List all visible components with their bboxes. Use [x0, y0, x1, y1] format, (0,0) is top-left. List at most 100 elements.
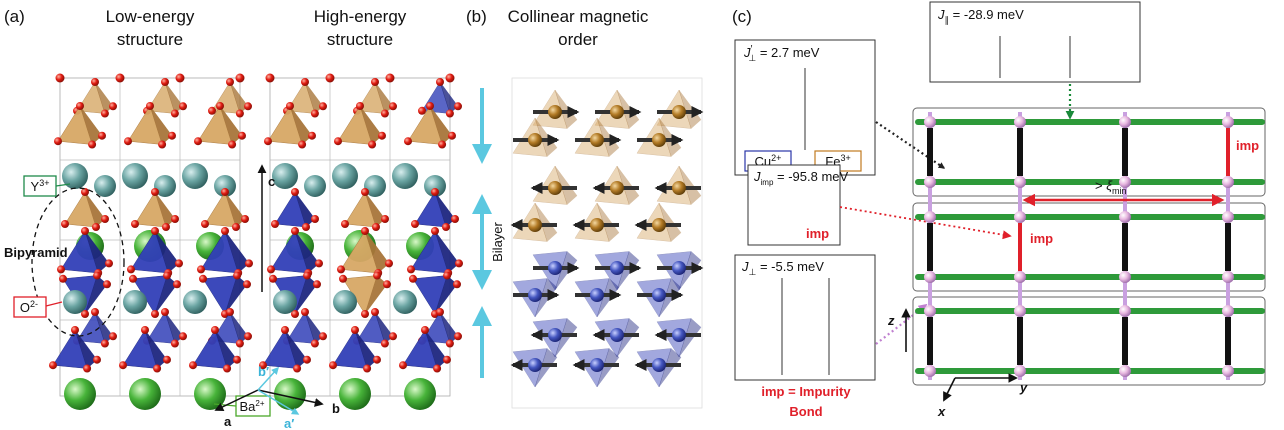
atom [100, 109, 109, 118]
polyhedron-face [134, 191, 167, 228]
atom [590, 218, 604, 232]
atom [310, 339, 319, 348]
ion-base: Ba [239, 399, 256, 414]
atom [610, 105, 624, 119]
panel-label: (c) [732, 7, 752, 26]
atom [221, 227, 229, 235]
atom [380, 339, 389, 348]
atom [64, 378, 96, 410]
subscript: ∥ [945, 15, 950, 25]
atom [448, 131, 456, 140]
atom [319, 332, 327, 341]
bilayer-label: Bilayer [490, 221, 505, 261]
polyhedron-face [414, 191, 447, 228]
x-axis [943, 377, 956, 402]
atom [94, 175, 116, 197]
atom [1119, 116, 1131, 128]
atom [179, 102, 187, 111]
atom [445, 339, 454, 348]
atom [194, 137, 202, 146]
xi-prefix: > [1095, 178, 1106, 193]
atom [610, 328, 624, 342]
ion-label: Ba2+ [239, 399, 264, 414]
atom [298, 140, 307, 149]
atom [291, 227, 299, 235]
atom [163, 271, 172, 280]
atom [1014, 116, 1026, 128]
polyhedron-face [332, 329, 368, 369]
atom [233, 355, 241, 364]
polyhedron-face [192, 329, 228, 369]
prime: ′ [751, 44, 753, 55]
atom [311, 215, 319, 223]
atom [208, 106, 216, 115]
atom [109, 102, 117, 111]
atom [672, 105, 686, 119]
atom [409, 274, 417, 283]
atom [273, 290, 297, 314]
atom [313, 280, 321, 289]
atom [445, 109, 454, 118]
bipyramid-outline [31, 187, 125, 337]
atom [265, 73, 275, 83]
atom [194, 378, 226, 410]
atom [371, 308, 379, 316]
polyhedron-face [204, 191, 237, 228]
polyhedron-face [286, 311, 316, 344]
atom [436, 78, 444, 86]
atom [92, 223, 100, 231]
axis-label: a [224, 414, 232, 429]
polyhedron-face [200, 230, 239, 274]
symbol: J [753, 169, 761, 184]
atom [226, 78, 234, 86]
polyhedron-face [127, 105, 163, 145]
atom [433, 364, 442, 373]
atom [407, 265, 415, 274]
atom [590, 133, 604, 147]
atom [127, 265, 135, 274]
atom [363, 364, 372, 373]
atom [373, 355, 381, 364]
atom [103, 280, 111, 289]
atom [171, 215, 179, 223]
atom [548, 261, 562, 275]
atom [211, 326, 219, 334]
atom [93, 271, 102, 280]
atom [170, 109, 179, 118]
symbol: J [937, 7, 945, 22]
atom [1014, 305, 1026, 317]
atom [105, 259, 113, 268]
atom [351, 326, 359, 334]
atom [438, 140, 447, 149]
atom [168, 131, 176, 140]
atom [368, 140, 377, 149]
atom [244, 102, 252, 111]
atom [548, 328, 562, 342]
atom [445, 73, 455, 83]
atom [93, 355, 101, 364]
atom [548, 181, 562, 195]
atom [389, 102, 397, 111]
atom [431, 227, 439, 235]
atom [1119, 305, 1131, 317]
atom [393, 290, 417, 314]
atom [610, 181, 624, 195]
coupling-box [734, 254, 876, 381]
atom [332, 163, 358, 189]
coupling-label: J′ ⊥ = 2.7 meV [743, 44, 820, 63]
atom [303, 355, 311, 364]
atom [325, 73, 335, 83]
atom [1014, 176, 1026, 188]
polyhedron-face [337, 105, 373, 145]
atom [170, 339, 179, 348]
atom [1119, 176, 1131, 188]
polyhedron-face [122, 329, 158, 369]
atom [924, 305, 936, 317]
atom [216, 102, 224, 110]
imp-label: imp [1236, 138, 1259, 153]
b-prime-axis [257, 366, 280, 391]
atom [528, 358, 542, 372]
atom [49, 361, 57, 370]
atom [199, 274, 207, 283]
atom [274, 378, 306, 410]
